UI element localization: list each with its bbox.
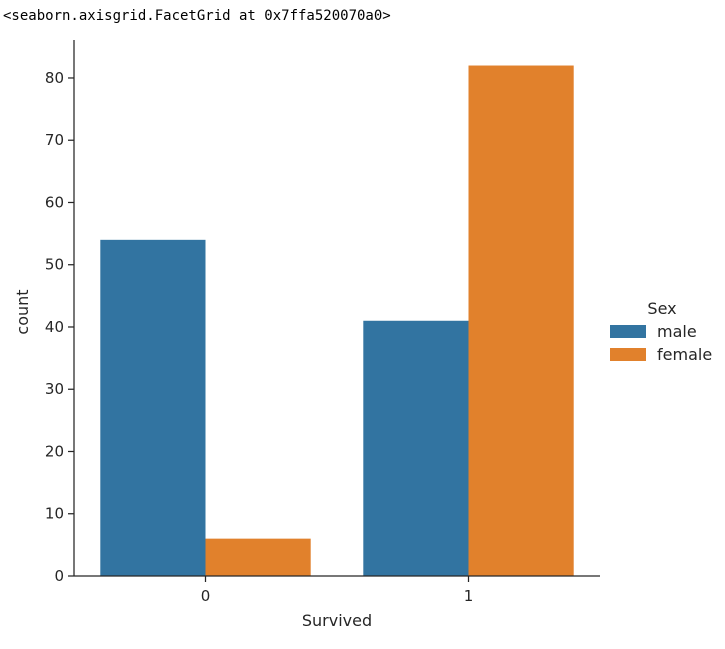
- bar-male-0: [100, 239, 206, 576]
- y-tick-label-60: 60: [45, 193, 64, 211]
- legend-title: Sex: [647, 299, 676, 318]
- y-tick-label-20: 20: [45, 442, 64, 460]
- cell-output-repr: <seaborn.axisgrid.FacetGrid at 0x7ffa520…: [3, 8, 391, 24]
- axes-layer: [73, 40, 600, 577]
- legend-swatch-female: [610, 348, 646, 361]
- legend-label-female: female: [657, 345, 712, 364]
- bar-female-1: [468, 65, 574, 577]
- legend-swatch-male: [610, 325, 646, 338]
- x-tick-label-0: 0: [201, 587, 211, 605]
- y-tick-label-40: 40: [45, 318, 64, 336]
- bars-layer: [100, 65, 574, 577]
- legend-label-male: male: [657, 322, 697, 341]
- x-axis-label: Survived: [302, 611, 372, 630]
- bar-male-1: [363, 320, 469, 576]
- y-axis-label: count: [13, 289, 32, 334]
- y-tick-label-70: 70: [45, 131, 64, 149]
- x-tick-label-1: 1: [464, 587, 474, 605]
- y-ticks: 0 10 20 30 40 50 60 70 80: [45, 69, 74, 585]
- y-tick-label-30: 30: [45, 380, 64, 398]
- bar-female-0: [205, 538, 311, 576]
- y-tick-label-10: 10: [45, 505, 64, 523]
- y-tick-label-0: 0: [54, 567, 64, 585]
- y-tick-label-50: 50: [45, 256, 64, 274]
- legend: Sex male female: [610, 299, 712, 364]
- y-tick-label-80: 80: [45, 69, 64, 87]
